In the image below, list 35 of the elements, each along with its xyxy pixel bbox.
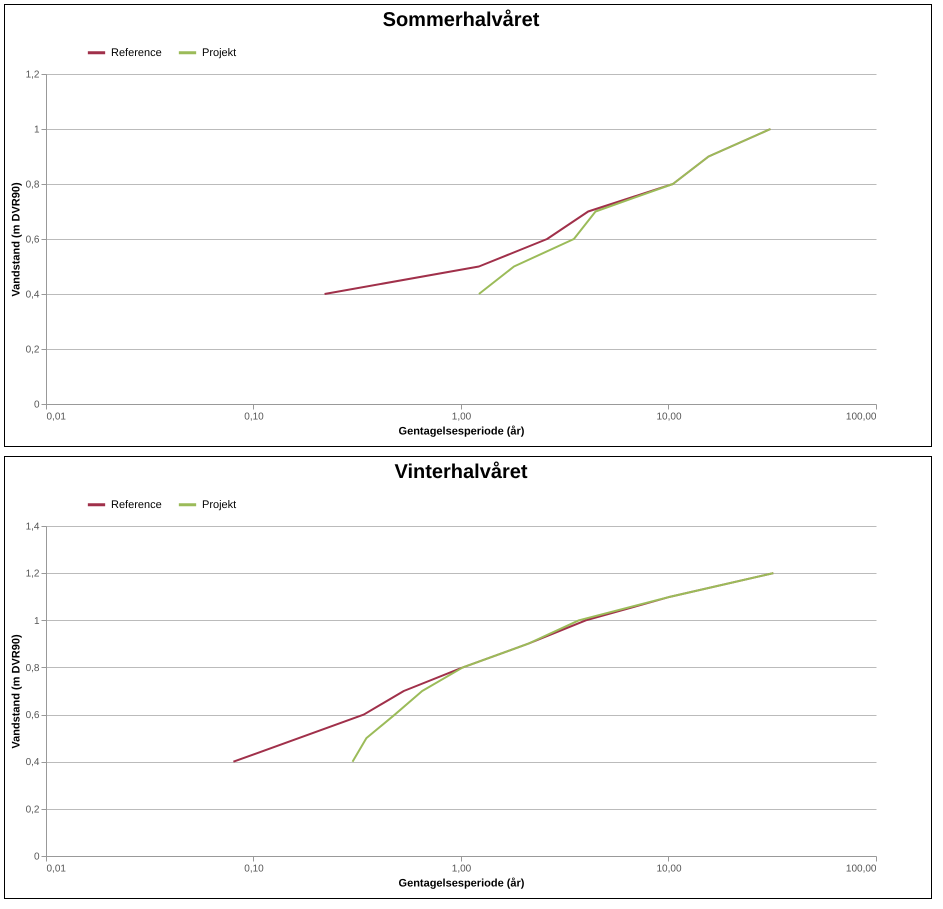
y-tick-label: 0,6: [26, 234, 40, 246]
legend-label: Projekt: [202, 46, 236, 59]
x-axis-title: Gentagelsesperiode (år): [398, 876, 525, 890]
x-tick-label: 100,00: [846, 412, 877, 422]
x-tick-label: 0,01: [46, 412, 66, 422]
y-tick-label: 0,2: [26, 804, 40, 816]
y-axis-title: Vandstand (m DVR90): [10, 634, 23, 749]
legend-label: Reference: [111, 46, 162, 59]
y-tick-label: 0: [34, 852, 40, 862]
y-tick-label: 0: [34, 400, 40, 410]
y-tick-label: 1,2: [26, 70, 40, 80]
y-tick-label: 0,4: [26, 757, 40, 768]
y-tick-label: 0,2: [26, 344, 40, 356]
x-tick-label: 0,01: [46, 864, 66, 874]
x-tick-label: 1,00: [452, 864, 472, 874]
y-tick-label: 1,4: [26, 522, 40, 532]
y-tick-label: 1: [34, 124, 40, 136]
y-tick-label: 0,8: [26, 180, 40, 190]
x-tick-label: 10,00: [656, 864, 682, 874]
y-tick-label: 0,8: [26, 662, 40, 674]
y-axis-title: Vandstand (m DVR90): [10, 182, 23, 297]
y-tick-label: 1: [34, 616, 40, 627]
y-tick-label: 0,4: [26, 290, 40, 300]
x-tick-label: 0,10: [244, 412, 264, 422]
x-tick-label: 10,00: [656, 412, 682, 422]
chart-title: Vinterhalvåret: [394, 461, 528, 483]
x-tick-label: 1,00: [452, 412, 472, 422]
y-tick-label: 0,6: [26, 710, 40, 722]
x-tick-label: 100,00: [846, 864, 877, 874]
legend-label: Projekt: [202, 498, 236, 511]
x-tick-label: 0,10: [244, 864, 264, 874]
y-tick-label: 1,2: [26, 568, 40, 580]
x-axis-title: Gentagelsesperiode (år): [398, 424, 525, 438]
chart-title: Sommerhalvåret: [382, 9, 540, 31]
legend-label: Reference: [111, 498, 162, 511]
